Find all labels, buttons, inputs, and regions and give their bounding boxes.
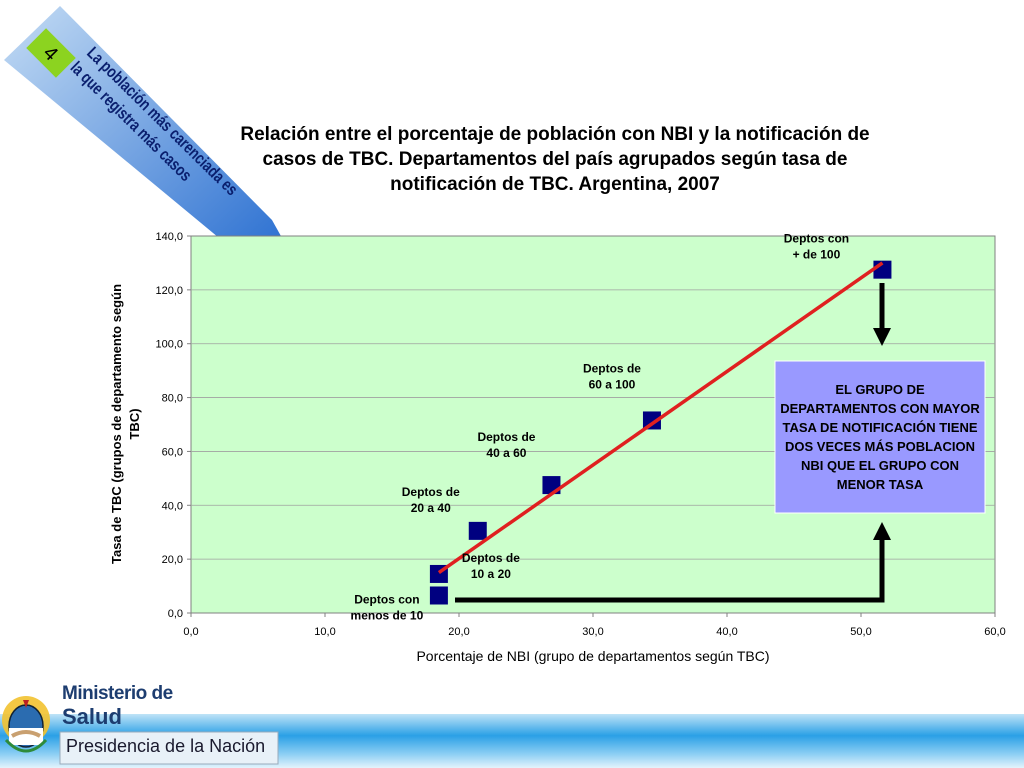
- x-tick-label: 30,0: [582, 626, 603, 638]
- data-point-label: 60 a 100: [589, 377, 636, 391]
- x-axis-ticks: 0,0 10,0 20,0 30,0 40,0 50,0 60,0: [183, 613, 1006, 638]
- gridlines: [191, 289, 995, 560]
- data-point-label: 20 a 40: [411, 501, 451, 515]
- presidency-label: Presidencia de la Nación: [66, 736, 266, 756]
- data-point-label: menos de 10: [351, 608, 424, 622]
- x-tick-label: 0,0: [183, 626, 198, 638]
- x-tick-label: 50,0: [850, 626, 871, 638]
- data-point-label: Deptos con: [354, 592, 419, 606]
- x-tick-label: 10,0: [314, 626, 335, 638]
- y-axis-label-line-2: TBC): [127, 408, 142, 439]
- chart-title-line-3: notificación de TBC. Argentina, 2007: [390, 174, 720, 195]
- bracket-arrowhead: [873, 522, 891, 540]
- data-point-label: 40 a 60: [486, 446, 526, 460]
- chart-title-line-2: casos de TBC. Departamentos del país agr…: [262, 149, 848, 170]
- bracket-arrow: [455, 538, 885, 603]
- y-tick-label: 20,0: [162, 554, 183, 566]
- data-point-label: Deptos con: [784, 232, 849, 246]
- y-tick-label: 40,0: [162, 500, 183, 512]
- ministry-line-1: Ministerio de: [62, 683, 173, 704]
- x-tick-label: 60,0: [984, 626, 1005, 638]
- data-point-label: + de 100: [793, 248, 841, 262]
- chart-title: Relación entre el porcentaje de població…: [200, 122, 910, 197]
- data-point-label: Deptos de: [477, 430, 535, 444]
- callout-text: EL GRUPO DE DEPARTAMENTOS CON MAYOR TASA…: [780, 382, 980, 492]
- y-tick-label: 100,0: [155, 339, 183, 351]
- trend-line: [437, 261, 884, 575]
- down-arrowhead: [873, 328, 891, 346]
- page-badge: 4: [26, 28, 76, 78]
- y-axis-label-line-1: Tasa de TBC (grupos de departamento segú…: [109, 284, 124, 564]
- x-axis-label: Porcentaje de NBI (grupo de departamento…: [416, 648, 769, 664]
- data-point-marker: [429, 586, 448, 605]
- y-tick-label: 60,0: [162, 446, 183, 458]
- ministry-line-2: Salud: [62, 704, 122, 729]
- banner-arrow: [4, 6, 315, 297]
- data-point-label: 10 a 20: [471, 567, 511, 581]
- chart-title-line-1: Relación entre el porcentaje de població…: [240, 124, 870, 145]
- data-point-marker: [468, 521, 487, 540]
- y-tick-label: 0,0: [168, 608, 183, 620]
- y-tick-label: 120,0: [155, 285, 183, 297]
- data-point-label: Deptos de: [402, 485, 460, 499]
- x-tick-label: 20,0: [448, 626, 469, 638]
- y-axis-ticks: 0,0 20,0 40,0 60,0 80,0 100,0 120,0 140,0: [155, 231, 191, 620]
- data-point-label: Deptos de: [583, 361, 641, 375]
- data-marks: Deptos con menos de 10 Deptos de 10 a 20 Dep…: [351, 232, 892, 622]
- x-tick-label: 40,0: [716, 626, 737, 638]
- y-tick-label: 80,0: [162, 393, 183, 405]
- callout-box: [774, 360, 986, 514]
- footer-graphics: [2, 696, 279, 765]
- y-tick-label: 140,0: [155, 231, 183, 243]
- argentina-coat-of-arms-icon: [2, 696, 50, 753]
- data-point-label: Deptos de: [462, 551, 520, 565]
